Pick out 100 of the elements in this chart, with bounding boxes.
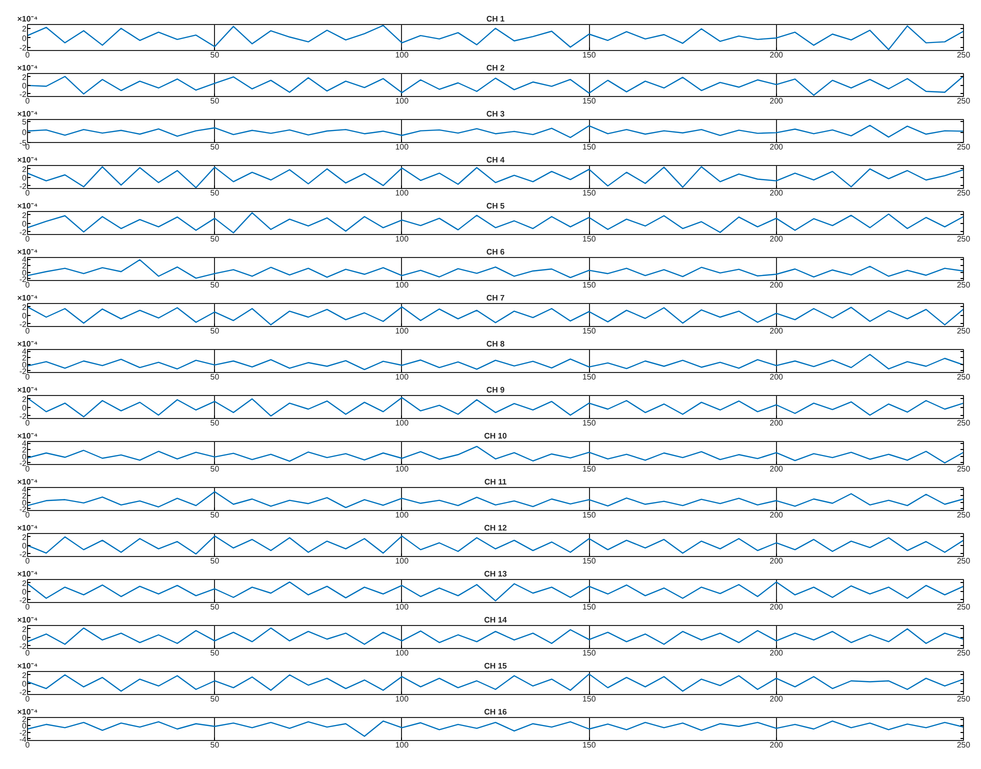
- text: ×10⁻⁴: [17, 432, 38, 440]
- line-series: [28, 24, 964, 50]
- x-tick-label: 200: [770, 740, 784, 750]
- text: ×10⁻⁴: [17, 340, 38, 348]
- y-tick-label: -2: [19, 596, 28, 605]
- x-tick-label: 200: [770, 188, 784, 198]
- y-tick-label: 2: [22, 210, 28, 220]
- x-tick-label: 100: [395, 372, 410, 382]
- y-tick-label: 0: [22, 498, 28, 508]
- x-tick-label: 50: [210, 96, 220, 106]
- x-tick-label: 50: [210, 418, 220, 428]
- x-tick-label: 100: [395, 234, 410, 244]
- text: ×10⁻⁴: [17, 386, 38, 394]
- x-tick-label: 100: [395, 510, 410, 520]
- y-tick-label: -2: [19, 504, 28, 514]
- x-tick-label: 250: [956, 464, 971, 474]
- x-tick-label: 100: [395, 280, 410, 290]
- y-tick-label: -2: [19, 90, 28, 99]
- x-tick-label: 50: [210, 648, 220, 658]
- y-tick-label: 0: [22, 268, 28, 278]
- x-tick-label: 150: [582, 234, 596, 244]
- y-tick-label: -2: [19, 458, 28, 468]
- x-tick-label: 200: [770, 510, 784, 520]
- x-tick-label: 100: [395, 694, 410, 704]
- text: ×10⁻⁴: [17, 202, 38, 210]
- x-tick-label: 50: [210, 234, 220, 244]
- chart-title: CH 14: [484, 616, 508, 624]
- x-tick-label: 150: [582, 50, 596, 60]
- y-tick-label: -2: [19, 182, 28, 191]
- x-tick-label: 150: [582, 694, 596, 704]
- y-tick-label: 2: [22, 715, 28, 724]
- x-tick-label: 250: [956, 556, 971, 566]
- y-tick-label: -5: [19, 138, 28, 148]
- x-tick-label: 150: [582, 142, 596, 152]
- x-tick-label: 100: [395, 142, 410, 152]
- y-tick-label: -2: [19, 44, 28, 53]
- y-tick-label: -2: [19, 642, 28, 651]
- text: ×10⁻⁴: [17, 14, 38, 24]
- x-tick-label: 250: [956, 602, 971, 612]
- line-series: [28, 627, 964, 645]
- x-tick-label: 150: [582, 740, 596, 750]
- chart-title: CH 15: [484, 662, 508, 670]
- x-tick-label: 150: [582, 556, 596, 566]
- x-tick-label: 150: [582, 510, 596, 520]
- x-tick-label: 100: [395, 740, 410, 750]
- x-tick-label: 200: [770, 418, 784, 428]
- x-tick-label: 150: [582, 188, 596, 198]
- text: ×10⁻⁴: [17, 524, 38, 532]
- x-tick-label: 200: [770, 556, 784, 566]
- x-tick-label: 200: [770, 694, 784, 704]
- line-series: [28, 212, 964, 234]
- chart-title: CH 3: [486, 110, 506, 118]
- chart-title: CH 11: [484, 478, 508, 486]
- x-tick-label: 50: [210, 740, 220, 750]
- x-tick-label: 150: [582, 418, 596, 428]
- line-series: [28, 535, 964, 555]
- line-series: [28, 354, 964, 370]
- y-tick-label: 0: [22, 587, 28, 596]
- y-tick-label: 4: [22, 347, 28, 356]
- y-tick-label: 2: [22, 394, 28, 404]
- x-tick-label: 50: [210, 188, 220, 198]
- y-tick-label: 0: [22, 452, 28, 462]
- y-tick-label: 0: [22, 128, 28, 138]
- text: ×10⁻⁴: [17, 708, 38, 716]
- x-tick-label: 200: [770, 234, 784, 244]
- x-tick-label: 100: [395, 50, 410, 60]
- x-tick-label: 250: [956, 50, 971, 60]
- y-tick-label: 2: [22, 492, 28, 501]
- x-tick-label: 200: [770, 326, 784, 336]
- chart-title: CH 5: [486, 202, 506, 210]
- x-tick-label: 150: [582, 602, 596, 612]
- y-tick-label: 2: [22, 624, 28, 634]
- x-tick-label: 150: [582, 464, 596, 474]
- y-tick-label: 2: [22, 578, 28, 588]
- x-tick-label: 100: [395, 556, 410, 566]
- chart-title: CH 2: [486, 64, 506, 72]
- x-tick-label: 100: [395, 326, 410, 336]
- y-tick-label: 4: [22, 255, 28, 264]
- x-tick-label: 150: [582, 326, 596, 336]
- x-tick-label: 250: [956, 372, 971, 382]
- text: ×10⁻⁴: [17, 294, 38, 302]
- line-series: [28, 124, 964, 138]
- y-tick-label: -2: [19, 550, 28, 559]
- x-tick-label: 100: [395, 96, 410, 106]
- x-tick-label: 250: [956, 234, 971, 244]
- y-tick-label: 0: [22, 219, 28, 228]
- y-tick-label: 0: [22, 722, 28, 731]
- x-tick-label: 100: [395, 648, 410, 658]
- x-tick-label: 200: [770, 464, 784, 474]
- x-tick-label: 200: [770, 602, 784, 612]
- y-tick-label: 0: [22, 679, 28, 688]
- x-tick-label: 150: [582, 372, 596, 382]
- y-tick-label: 2: [22, 446, 28, 455]
- chart-title: CH 13: [484, 570, 508, 578]
- chart-title: CH 4: [486, 156, 506, 164]
- chart-title: CH 1: [486, 14, 506, 24]
- x-tick-label: 250: [956, 648, 971, 658]
- x-tick-label: 250: [956, 418, 971, 428]
- text: ×10⁻⁴: [17, 662, 38, 670]
- chart-title: CH 6: [486, 248, 506, 256]
